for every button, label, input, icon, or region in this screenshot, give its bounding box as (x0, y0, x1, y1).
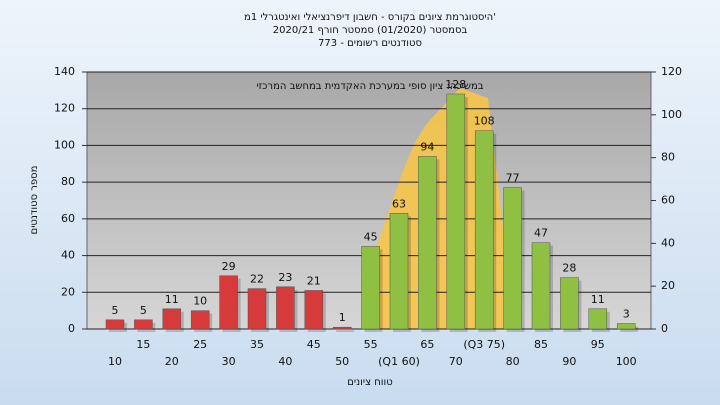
y-tick-label: 40 (61, 249, 75, 262)
bar (332, 326, 352, 330)
bar (134, 319, 153, 330)
bar (446, 93, 466, 330)
x-tick-label: 55 (364, 338, 378, 351)
x-tick-label: 45 (307, 338, 321, 351)
value-label: 29 (222, 260, 236, 273)
bar (418, 156, 437, 330)
y-axis-label: מספר סטודנטים (29, 166, 40, 235)
x-tick-label: 20 (165, 355, 179, 368)
x-tick-label: 10 (108, 355, 122, 368)
x-tick-label: 35 (250, 338, 264, 351)
y2-tick-label: 120 (661, 65, 682, 78)
bar (190, 310, 210, 330)
value-label: 21 (307, 274, 321, 287)
value-label: 1 (339, 311, 346, 324)
y-tick-label: 80 (61, 175, 75, 188)
bar (304, 290, 324, 330)
value-label: 23 (278, 271, 292, 284)
value-label: 28 (562, 262, 576, 275)
x-tick-label: 15 (136, 338, 150, 351)
bar (503, 187, 522, 330)
value-label: 45 (364, 230, 378, 243)
bar (474, 130, 494, 330)
x-tick-label: 50 (335, 355, 349, 368)
y2-tick-label: 0 (661, 322, 668, 335)
bar (389, 213, 409, 330)
bar (560, 277, 579, 330)
x-tick-label: 85 (534, 338, 548, 351)
y2-tick-label: 100 (661, 108, 682, 121)
value-label: 108 (474, 115, 495, 128)
value-label: 10 (193, 295, 207, 308)
chart-subtitle: סטודנטים רשומים - 773 (318, 38, 422, 49)
x-axis-label: טווח ציונים (347, 377, 392, 388)
y-tick-label: 100 (54, 138, 75, 151)
x-tick-label: 25 (193, 338, 207, 351)
annotation: במשיכה: ציון סופי במערכת האקדמית במחשב ה… (256, 81, 483, 92)
y2-tick-label: 80 (661, 151, 675, 164)
y-tick-label: 120 (54, 102, 75, 115)
value-label: 3 (623, 307, 630, 320)
x-tick-label: 100 (616, 355, 637, 368)
y2-tick-label: 20 (661, 279, 675, 292)
value-label: 22 (250, 273, 264, 286)
x-tick-label: 95 (591, 338, 605, 351)
bar (588, 308, 608, 330)
bar-shadow (336, 330, 355, 332)
bar (276, 286, 295, 330)
y-tick-label: 0 (68, 322, 75, 335)
bar (247, 288, 267, 330)
value-label: 94 (420, 140, 434, 153)
value-label: 11 (165, 293, 179, 306)
x-tick-label: (Q3 75) (463, 338, 505, 351)
x-tick-label: 65 (420, 338, 434, 351)
bar (219, 275, 238, 330)
y2-tick-label: 40 (661, 236, 675, 249)
bar (361, 246, 380, 330)
x-tick-label: 90 (562, 355, 576, 368)
bar (162, 308, 182, 330)
value-label: 5 (140, 304, 147, 317)
bar (531, 242, 551, 330)
x-tick-label: 30 (222, 355, 236, 368)
y-tick-label: 20 (61, 285, 75, 298)
value-label: 5 (112, 304, 119, 317)
bar (616, 323, 636, 330)
x-tick-label: 80 (506, 355, 520, 368)
value-label: 11 (591, 293, 605, 306)
bars (105, 93, 639, 333)
x-tick-label: 70 (449, 355, 463, 368)
value-label: 47 (534, 227, 548, 240)
chart-title: היסטוגרמת ציונים בקורס - חשבון דיפרנציאל… (244, 12, 496, 23)
value-label: 128 (445, 78, 466, 91)
bar (105, 319, 125, 330)
value-label: 77 (506, 172, 520, 185)
chart-subtitle: בסמסטר (01/2020) סמסטר חורף 2020/21 (273, 25, 468, 36)
y2-tick-label: 60 (661, 194, 675, 207)
value-label: 63 (392, 197, 406, 210)
y-tick-label: 140 (54, 65, 75, 78)
x-tick-label: (Q1 60) (378, 355, 420, 368)
y-tick-label: 60 (61, 212, 75, 225)
x-tick-label: 40 (278, 355, 292, 368)
